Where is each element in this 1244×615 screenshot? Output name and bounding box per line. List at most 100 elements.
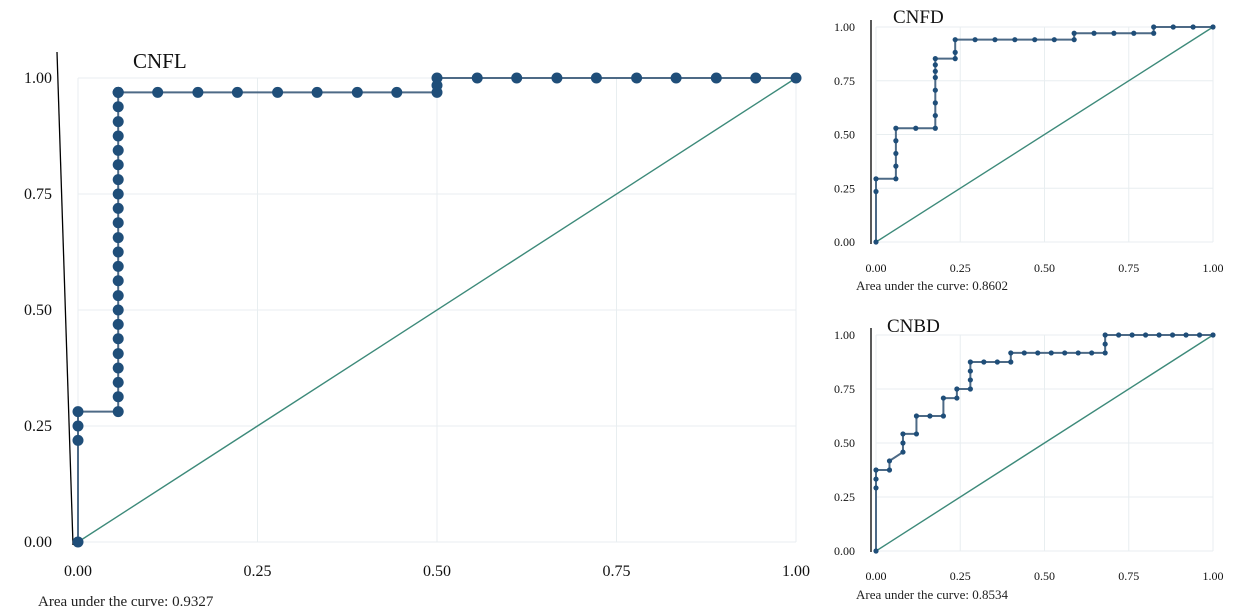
- roc-point: [1111, 30, 1117, 36]
- chart-title: CNBD: [887, 316, 940, 337]
- roc-step-line: [77, 77, 796, 542]
- roc-point: [112, 101, 124, 113]
- roc-point: [272, 86, 284, 98]
- roc-point: [981, 359, 987, 365]
- roc-point: [710, 72, 722, 84]
- roc-point: [112, 246, 124, 258]
- y-tick-label: 0.75: [24, 186, 52, 203]
- roc-point: [932, 56, 938, 62]
- roc-point: [873, 176, 879, 182]
- roc-point: [932, 68, 938, 74]
- x-tick-label: 0.25: [950, 261, 971, 275]
- roc-point: [932, 112, 938, 119]
- roc-point: [893, 125, 899, 131]
- x-tick-label: 0.75: [1118, 569, 1139, 583]
- x-tick-label: 0.00: [866, 569, 887, 583]
- reference-line: [875, 334, 1214, 552]
- roc-point: [1151, 30, 1157, 36]
- roc-point: [112, 217, 124, 229]
- roc-point: [932, 125, 938, 131]
- roc-point: [72, 420, 84, 432]
- roc-point: [112, 333, 124, 345]
- y-tick-label: 1.00: [24, 70, 52, 87]
- roc-point: [311, 86, 323, 98]
- roc-point: [790, 72, 802, 84]
- roc-point: [1102, 350, 1108, 356]
- roc-point: [873, 476, 879, 482]
- roc-point: [1183, 332, 1189, 338]
- roc-point: [932, 87, 938, 93]
- roc-point: [1129, 332, 1135, 338]
- roc-point: [112, 232, 124, 244]
- roc-point: [952, 49, 958, 55]
- roc-point: [1071, 30, 1077, 36]
- roc-point: [112, 159, 124, 171]
- roc-point: [893, 163, 899, 169]
- roc-point: [1170, 24, 1176, 30]
- roc-point: [900, 440, 906, 446]
- roc-point: [992, 37, 998, 43]
- roc-point: [631, 72, 643, 84]
- x-tick-label: 0.75: [603, 563, 631, 580]
- x-tick-label: 1.00: [782, 563, 810, 580]
- roc-point: [1075, 350, 1081, 356]
- roc-point: [952, 37, 958, 43]
- roc-point: [893, 138, 899, 144]
- roc-point: [1190, 24, 1196, 30]
- roc-point: [112, 130, 124, 142]
- roc-point: [471, 72, 483, 84]
- roc-point: [932, 62, 938, 68]
- y-tick-label: 0.75: [834, 382, 855, 396]
- chart-cnbd: 0.00 0.25 0.50 0.75 1.00 0.00 0.25 0.50 0.75 1.0…: [834, 316, 1224, 602]
- roc-point: [886, 467, 893, 473]
- roc-point: [1021, 350, 1027, 356]
- roc-point: [112, 304, 124, 316]
- roc-point: [1062, 350, 1068, 356]
- roc-point: [873, 239, 879, 245]
- roc-point: [1051, 37, 1057, 43]
- y-tick-labels: 0.00 0.25 0.50 0.75 1.00: [24, 70, 52, 551]
- auc-caption: Area under the curve: 0.8602: [856, 278, 1008, 293]
- roc-curve: [873, 332, 1216, 554]
- y-tick-label: 0.50: [24, 302, 52, 319]
- roc-point: [1102, 341, 1108, 347]
- roc-point: [112, 174, 124, 186]
- roc-point: [511, 72, 523, 84]
- roc-point: [1131, 30, 1137, 36]
- x-tick-label: 0.50: [1034, 569, 1055, 583]
- roc-point: [750, 72, 762, 84]
- roc-point: [670, 72, 682, 84]
- roc-point: [351, 86, 363, 98]
- y-tick-label: 0.25: [834, 181, 855, 195]
- roc-point: [1008, 350, 1014, 356]
- roc-point: [994, 359, 1000, 365]
- x-tick-labels: 0.00 0.25 0.50 0.75 1.00: [866, 569, 1224, 583]
- roc-point: [1048, 350, 1054, 356]
- roc-point: [873, 548, 879, 554]
- roc-point: [893, 176, 899, 182]
- roc-point: [954, 386, 960, 392]
- roc-point: [112, 406, 124, 418]
- roc-point: [913, 431, 920, 437]
- roc-point: [952, 56, 958, 62]
- x-tick-labels: 0.00 0.25 0.50 0.75 1.00: [866, 261, 1224, 275]
- roc-point: [112, 275, 124, 287]
- x-tick-label: 0.25: [244, 563, 272, 580]
- roc-point: [72, 434, 84, 446]
- roc-point: [72, 406, 84, 418]
- roc-point: [873, 485, 879, 491]
- y-tick-label: 0.50: [834, 436, 855, 450]
- y-tick-label: 0.25: [834, 490, 855, 504]
- roc-point: [1008, 359, 1014, 365]
- roc-point: [1102, 332, 1108, 338]
- roc-point: [112, 188, 124, 200]
- y-tick-label: 0.75: [834, 74, 855, 88]
- roc-point: [1169, 332, 1176, 338]
- x-tick-label: 0.50: [423, 563, 451, 580]
- chart-title: CNFL: [133, 49, 187, 73]
- roc-point: [1071, 37, 1077, 43]
- y-tick-labels: 0.00 0.25 0.50 0.75 1.00: [834, 328, 855, 558]
- roc-point: [900, 449, 906, 455]
- roc-point: [1196, 332, 1203, 338]
- roc-point: [1156, 332, 1162, 338]
